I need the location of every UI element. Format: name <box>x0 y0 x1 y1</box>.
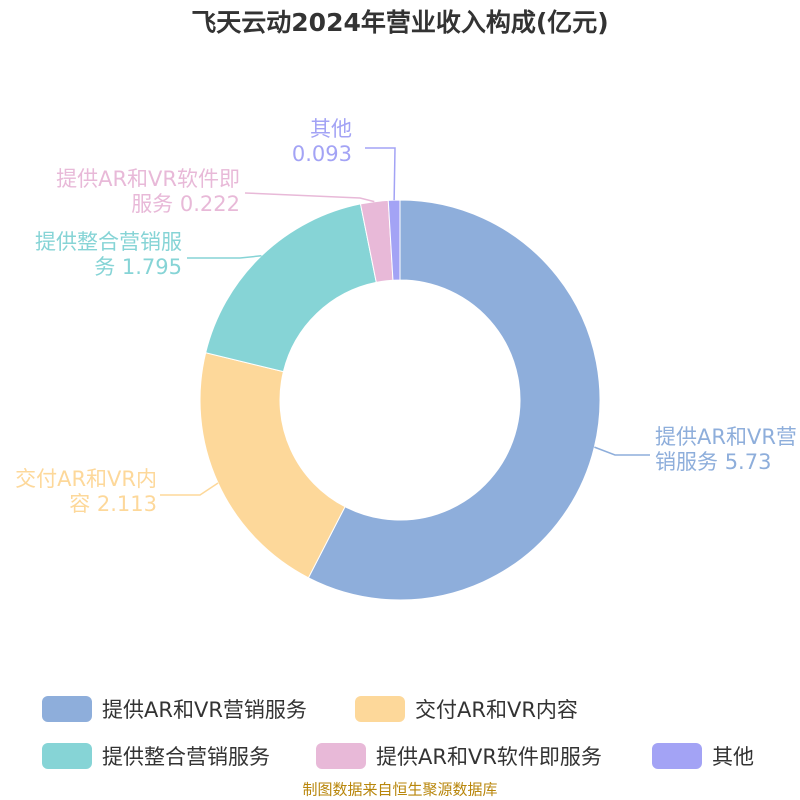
slice <box>199 352 346 579</box>
legend-label: 提供整合营销服务 <box>102 745 270 769</box>
data-label: 提供整合营销服务 1.795 <box>20 230 182 280</box>
leader-line <box>365 147 396 201</box>
label-value: 0.093 <box>291 142 352 166</box>
chart-title: 飞天云动2024年营业收入构成(亿元) <box>191 8 608 37</box>
slice <box>307 199 601 601</box>
slice <box>205 203 377 373</box>
legend-swatch <box>355 696 405 722</box>
label-value: 1.795 <box>121 255 182 279</box>
legend-label: 提供AR和VR软件即服务 <box>376 745 602 769</box>
legend-swatch <box>316 743 366 769</box>
legend-swatch <box>42 743 92 769</box>
leader-line <box>244 192 375 203</box>
leader-line <box>187 255 262 259</box>
label-name: 其他 <box>310 117 352 141</box>
label-value: 2.113 <box>96 492 157 516</box>
legend-item: 其他 <box>652 741 754 771</box>
label-name: 提供AR和VR软件即服务 <box>56 167 240 216</box>
data-label: 提供AR和VR软件即服务 0.222 <box>55 167 240 217</box>
source: 制图数据来自恒生聚源数据库 <box>302 781 497 799</box>
legend-item: 提供整合营销服务 <box>42 741 270 771</box>
legend-item: 交付AR和VR内容 <box>355 694 578 724</box>
label-name: 提供AR和VR营销服务 <box>655 425 797 474</box>
label-name: 提供整合营销服务 <box>35 230 182 279</box>
label-name: 交付AR和VR内容 <box>15 467 157 516</box>
legend-item: 提供AR和VR营销服务 <box>42 694 307 724</box>
legend-swatch <box>42 696 92 722</box>
legend-label: 其他 <box>712 745 754 769</box>
leader-line <box>594 446 650 456</box>
slice <box>387 199 401 281</box>
leader-line <box>160 482 219 496</box>
legend-swatch <box>652 743 702 769</box>
data-label: 其他 0.093 <box>290 117 352 167</box>
label-value: 5.73 <box>724 450 772 474</box>
data-label: 提供AR和VR营销服务 5.73 <box>655 425 800 475</box>
legend-label: 提供AR和VR营销服务 <box>102 698 307 722</box>
legend-item: 提供AR和VR软件即服务 <box>316 741 602 771</box>
data-label: 交付AR和VR内容 2.113 <box>5 467 157 517</box>
legend-label: 交付AR和VR内容 <box>415 698 578 722</box>
label-value: 0.222 <box>179 192 240 216</box>
